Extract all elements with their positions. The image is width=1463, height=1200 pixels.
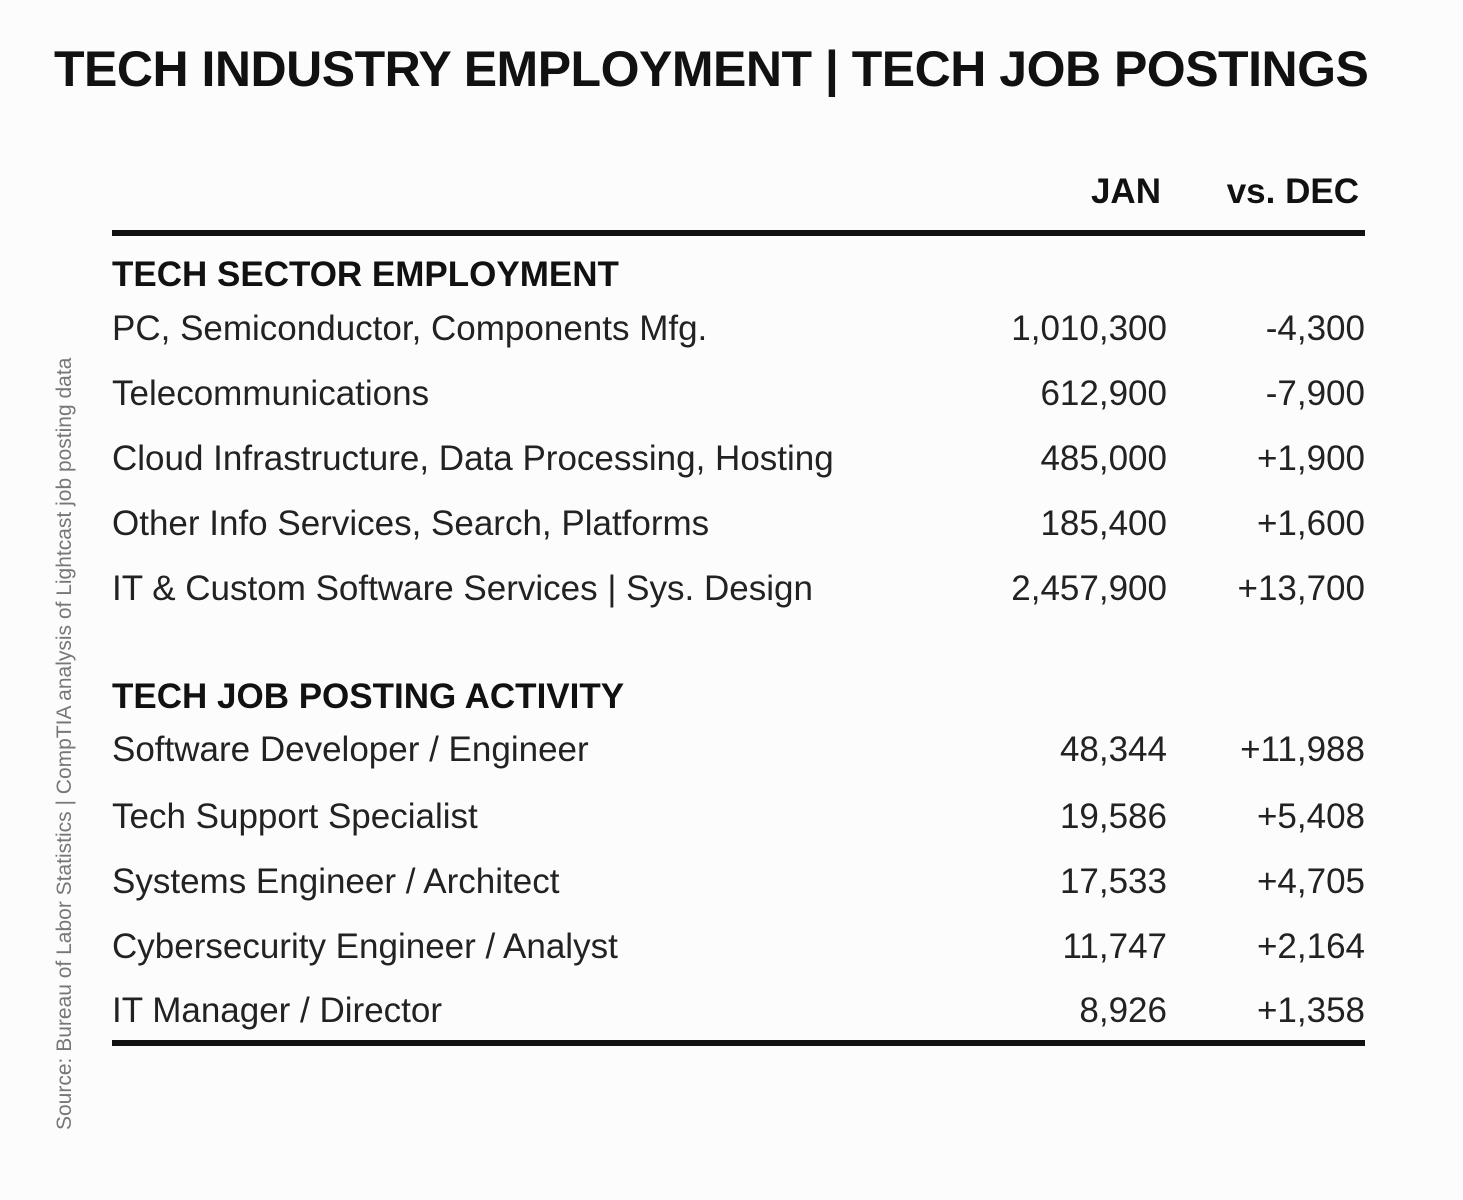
change-value: +13,700 — [1237, 569, 1366, 608]
change-value: +1,358 — [1256, 991, 1365, 1030]
jan-value: 612,900 — [1040, 374, 1167, 413]
top-rule — [112, 230, 1365, 236]
jan-value: 48,344 — [1059, 730, 1167, 769]
section-heading-postings: TECH JOB POSTING ACTIVITY — [112, 677, 625, 716]
row-label: Cybersecurity Engineer / Analyst — [112, 927, 618, 966]
row-label: Telecommunications — [112, 374, 430, 413]
jan-value: 185,400 — [1040, 504, 1167, 543]
jan-value: 8,926 — [1079, 991, 1167, 1030]
table-row: Other Info Services, Search, Platforms 18… — [0, 504, 1463, 554]
jan-value: 19,586 — [1059, 797, 1167, 836]
table-row: IT Manager / Director 8,926 +1,358 — [0, 991, 1463, 1041]
table-row: Telecommunications 612,900 -7,900 — [0, 374, 1463, 424]
row-label: IT Manager / Director — [112, 991, 443, 1030]
table-row: Cloud Infrastructure, Data Processing, H… — [0, 439, 1463, 489]
table-row: Cybersecurity Engineer / Analyst 11,747 +2… — [0, 927, 1463, 977]
row-label: Systems Engineer / Architect — [112, 862, 560, 901]
change-value: +11,988 — [1240, 730, 1365, 769]
jan-value: 2,457,900 — [1011, 569, 1167, 608]
jan-value: 17,533 — [1059, 862, 1167, 901]
column-header-jan: JAN — [1090, 172, 1161, 211]
change-value: +5,408 — [1256, 797, 1365, 836]
jan-value: 485,000 — [1040, 439, 1167, 478]
table-row: Software Developer / Engineer 48,344 +11,9… — [0, 730, 1463, 780]
row-label: Software Developer / Engineer — [112, 730, 589, 769]
row-label: Other Info Services, Search, Platforms — [112, 504, 710, 543]
change-value: +1,900 — [1256, 439, 1365, 478]
table-row: PC, Semiconductor, Components Mfg. 1,010,… — [0, 309, 1463, 359]
row-label: IT & Custom Software Services | Sys. Des… — [112, 569, 813, 608]
page-title: TECH INDUSTRY EMPLOYMENT | TECH JOB POST… — [54, 41, 1369, 97]
bottom-rule — [112, 1040, 1365, 1046]
section-heading-employment: TECH SECTOR EMPLOYMENT — [112, 255, 619, 294]
change-value: -7,900 — [1265, 374, 1365, 413]
table-row: Systems Engineer / Architect 17,533 +4,705 — [0, 862, 1463, 912]
jan-value: 1,010,300 — [1011, 309, 1167, 348]
column-header-vs-dec: vs. DEC — [1226, 172, 1359, 211]
row-label: PC, Semiconductor, Components Mfg. — [112, 309, 708, 348]
jan-value: 11,747 — [1062, 927, 1167, 966]
change-value: +4,705 — [1256, 862, 1365, 901]
change-value: -4,300 — [1265, 309, 1365, 348]
table-row: Tech Support Specialist 19,586 +5,408 — [0, 797, 1463, 847]
row-label: Cloud Infrastructure, Data Processing, H… — [112, 439, 834, 478]
change-value: +2,164 — [1256, 927, 1365, 966]
row-label: Tech Support Specialist — [112, 797, 478, 836]
change-value: +1,600 — [1256, 504, 1365, 543]
table-row: IT & Custom Software Services | Sys. Des… — [0, 569, 1463, 619]
